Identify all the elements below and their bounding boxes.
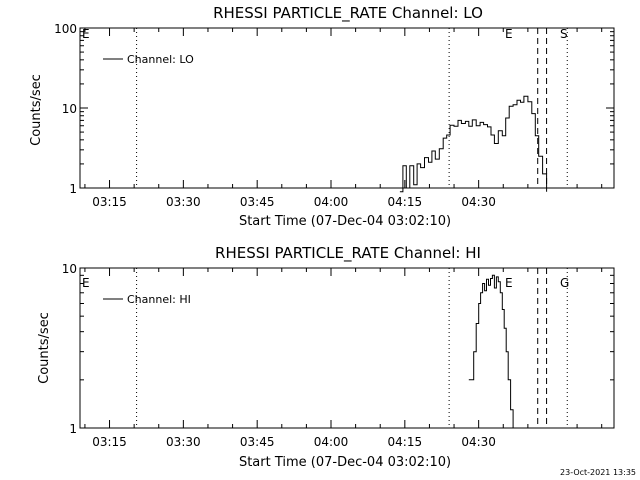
x-tick-label: 03:45 [240, 435, 275, 449]
series-lo [399, 95, 548, 193]
x-tick-label: 03:15 [92, 435, 127, 449]
x-tick-label: 04:15 [388, 195, 423, 209]
x-axis: 03:15 03:30 03:45 04:00 04:15 04:30 [84, 268, 603, 449]
y-tick-label: 10 [62, 102, 77, 116]
x-tick-label: 03:30 [166, 195, 201, 209]
marker-label-e-right: E [505, 27, 513, 41]
chart-hi: RHESSI PARTICLE_RATE Channel: HI 03:15 03… [37, 244, 615, 470]
x-tick-label: 04:00 [314, 435, 349, 449]
x-tick-label: 03:45 [240, 195, 275, 209]
y-tick-label: 10 [62, 262, 77, 276]
x-tick-label: 03:15 [92, 195, 127, 209]
chart-title: RHESSI PARTICLE_RATE Channel: HI [215, 244, 481, 263]
x-axis-label: Start Time (07-Dec-04 03:02:10) [239, 455, 451, 470]
x-tick-label: 04:30 [461, 435, 496, 449]
y-tick-label: 100 [54, 22, 77, 36]
legend-label: Channel: HI [127, 293, 191, 306]
x-axis-label: Start Time (07-Dec-04 03:02:10) [239, 214, 451, 229]
series-hi [468, 274, 514, 428]
series-line [468, 274, 514, 428]
y-axis: 1 10 [62, 262, 614, 436]
timestamp: 23-Oct-2021 13:35 [560, 468, 636, 477]
marker-label-s: S [560, 27, 568, 41]
y-axis-label: Counts/sec [29, 74, 44, 146]
plot-frame [79, 267, 615, 429]
marker-label-g: G [560, 276, 569, 290]
y-axis-label: Counts/sec [37, 312, 52, 384]
marker-label-e-right: E [505, 276, 513, 290]
legend-label: Channel: LO [127, 53, 194, 66]
chart-title: RHESSI PARTICLE_RATE Channel: LO [213, 4, 483, 23]
marker-lines [136, 268, 568, 428]
plot-frame [79, 27, 615, 189]
y-axis: 1 10 100 [54, 22, 614, 196]
x-tick-label: 04:30 [461, 195, 496, 209]
x-axis: 03:15 03:30 03:45 04:00 04:15 04:30 [84, 28, 603, 209]
y-tick-label: 1 [69, 422, 77, 436]
marker-label-e-left: E [82, 276, 90, 290]
x-tick-label: 03:30 [166, 435, 201, 449]
y-tick-label: 1 [69, 182, 77, 196]
x-tick-label: 04:15 [388, 435, 423, 449]
x-tick-label: 04:00 [314, 195, 349, 209]
series-line [399, 95, 548, 193]
marker-lines [136, 28, 568, 188]
chart-lo: RHESSI PARTICLE_RATE Channel: LO 03:15 03… [29, 4, 615, 229]
marker-label-e-left: E [82, 27, 90, 41]
